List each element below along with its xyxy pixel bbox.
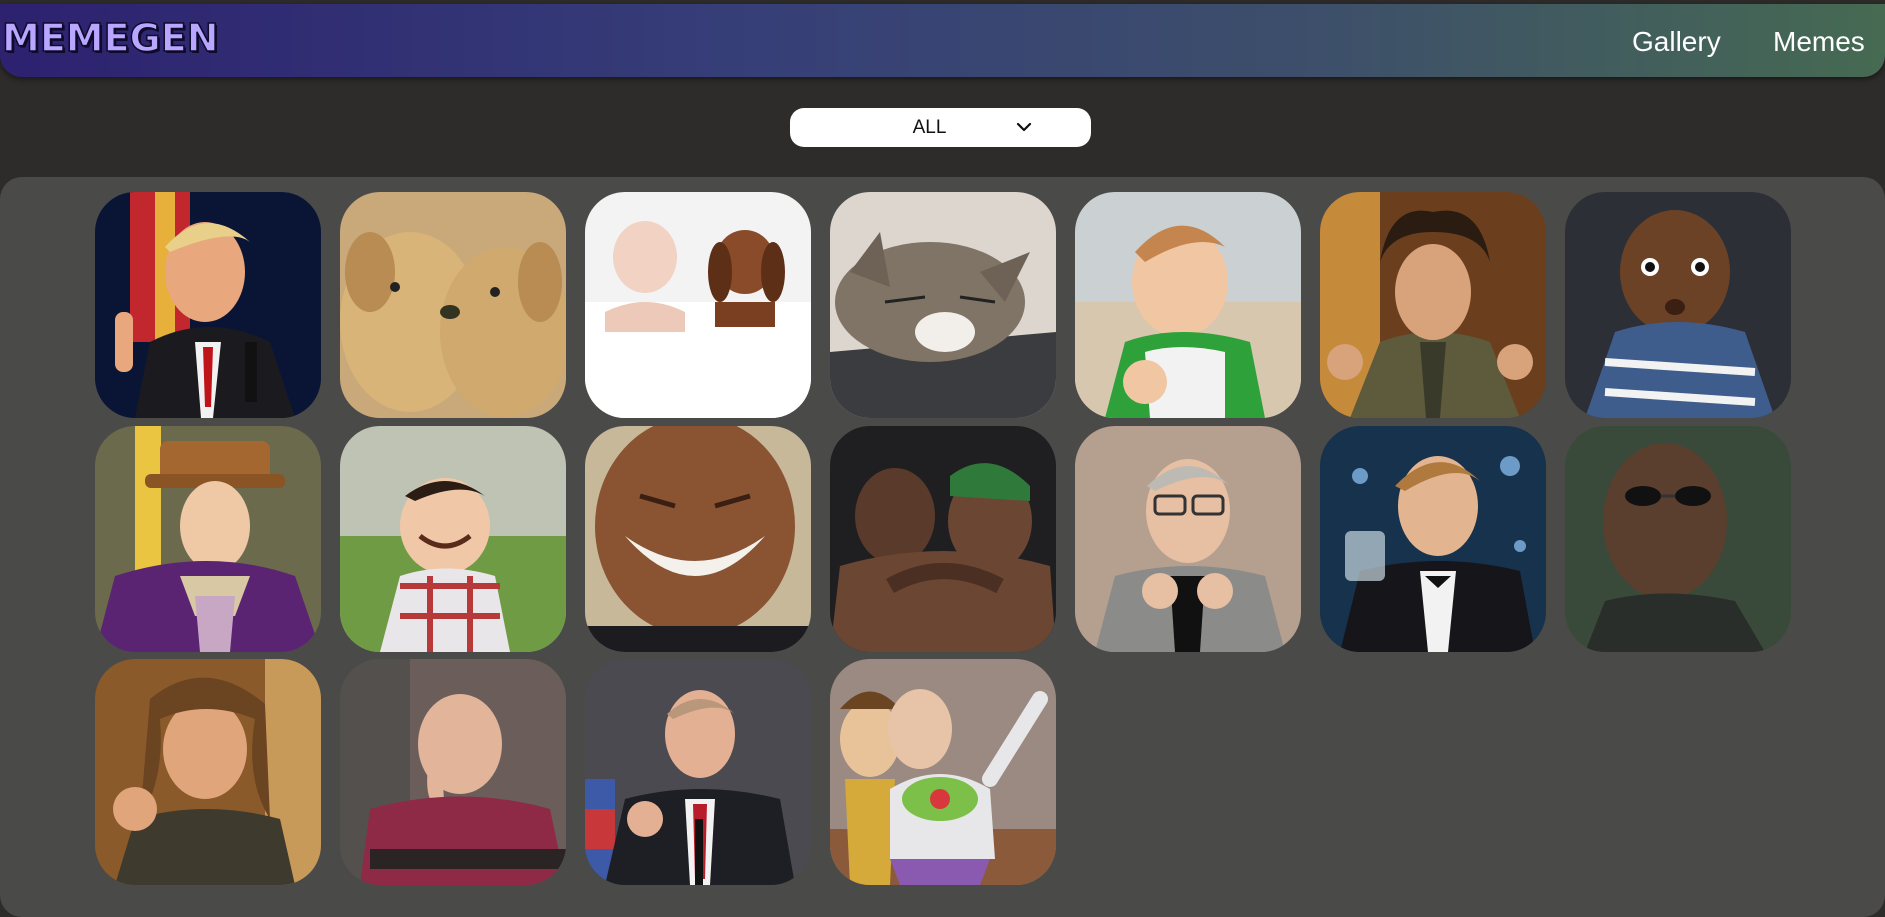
meme-image-14[interactable] — [1565, 426, 1791, 652]
meme-image-8[interactable] — [95, 426, 321, 652]
category-filter-select[interactable]: ALL — [790, 108, 1091, 147]
memegen-logo[interactable]: MEMEGEN — [1, 15, 219, 61]
meme-image-11[interactable] — [830, 426, 1056, 652]
nav-memes-link[interactable]: Memes — [1773, 26, 1865, 57]
meme-image-2[interactable] — [340, 192, 566, 418]
meme-image-15[interactable] — [95, 659, 321, 885]
meme-image-4[interactable] — [830, 192, 1056, 418]
meme-image-17[interactable] — [585, 659, 811, 885]
meme-image-3[interactable] — [585, 192, 811, 418]
meme-image-16[interactable] — [340, 659, 566, 885]
meme-gallery-grid — [0, 177, 1885, 917]
category-filter-value: ALL — [912, 117, 947, 138]
meme-image-10[interactable] — [585, 426, 811, 652]
meme-image-6[interactable] — [1320, 192, 1546, 418]
chevron-down-icon — [1016, 120, 1032, 138]
top-nav-bar: MEMEGEN Gallery Memes — [0, 4, 1885, 77]
nav-gallery-link[interactable]: Gallery — [1632, 26, 1721, 57]
meme-image-18[interactable] — [830, 659, 1056, 885]
meme-image-9[interactable] — [340, 426, 566, 652]
meme-image-7[interactable] — [1565, 192, 1791, 418]
meme-image-12[interactable] — [1075, 426, 1301, 652]
meme-image-5[interactable] — [1075, 192, 1301, 418]
meme-image-13[interactable] — [1320, 426, 1546, 652]
meme-image-1[interactable] — [95, 192, 321, 418]
